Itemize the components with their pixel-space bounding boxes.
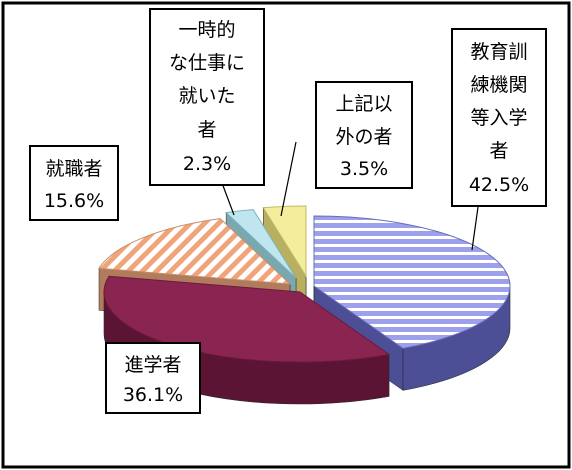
- data-label: 教育訓 練機関 等入学 者 42.5%: [451, 28, 547, 207]
- data-label-text: 者: [489, 140, 508, 162]
- data-label-text: 外の者: [335, 126, 392, 148]
- data-label: 一時的 な仕事に 就いた 者 2.3%: [149, 8, 265, 186]
- leader-line: [221, 182, 235, 216]
- pie-slice: [225, 209, 297, 279]
- svg-text:15.6%: 15.6%: [44, 190, 104, 212]
- svg-text:36.1%: 36.1%: [123, 384, 183, 406]
- data-label-value: 36.1%: [123, 384, 183, 406]
- svg-text:上記以: 上記以: [335, 93, 392, 115]
- svg-text:3.5%: 3.5%: [340, 158, 388, 180]
- svg-text:者: 者: [197, 119, 216, 141]
- data-label-text: 練機関: [470, 74, 527, 96]
- data-label-text: 一時的: [178, 19, 235, 41]
- svg-text:42.5%: 42.5%: [469, 174, 529, 196]
- data-label: 就職者 15.6%: [29, 145, 119, 221]
- leader-line: [280, 141, 297, 217]
- data-label-text: 等入学: [470, 107, 527, 129]
- data-label: 上記以 外の者 3.5%: [315, 81, 413, 189]
- data-label-text: 就いた: [178, 85, 235, 107]
- svg-text:教育訓: 教育訓: [470, 41, 527, 63]
- data-label: 進学者 36.1%: [105, 342, 201, 414]
- svg-text:進学者: 進学者: [124, 354, 181, 376]
- svg-text:な仕事に: な仕事に: [169, 52, 245, 74]
- data-label-text: 就職者: [45, 158, 102, 180]
- leader-line: [471, 206, 479, 251]
- pie-slice: [262, 205, 307, 278]
- svg-text:外の者: 外の者: [335, 126, 392, 148]
- data-label-value: 3.5%: [340, 158, 388, 180]
- svg-text:者: 者: [489, 140, 508, 162]
- data-label-value: 42.5%: [469, 174, 529, 196]
- svg-text:就職者: 就職者: [45, 158, 102, 180]
- svg-text:就いた: 就いた: [178, 85, 235, 107]
- pie-slice: [313, 215, 511, 349]
- svg-text:練機関: 練機関: [470, 74, 527, 96]
- svg-text:一時的: 一時的: [178, 19, 235, 41]
- data-label-value: 15.6%: [44, 190, 104, 212]
- data-label-text: 上記以: [335, 93, 392, 115]
- data-label-text: な仕事に: [169, 52, 245, 74]
- data-label-text: 教育訓: [470, 41, 527, 63]
- data-label-value: 2.3%: [183, 153, 231, 175]
- data-label-text: 進学者: [124, 354, 181, 376]
- pie-slice: [98, 218, 292, 285]
- data-label-text: 者: [197, 119, 216, 141]
- svg-text:2.3%: 2.3%: [183, 153, 231, 175]
- svg-text:等入学: 等入学: [470, 107, 527, 129]
